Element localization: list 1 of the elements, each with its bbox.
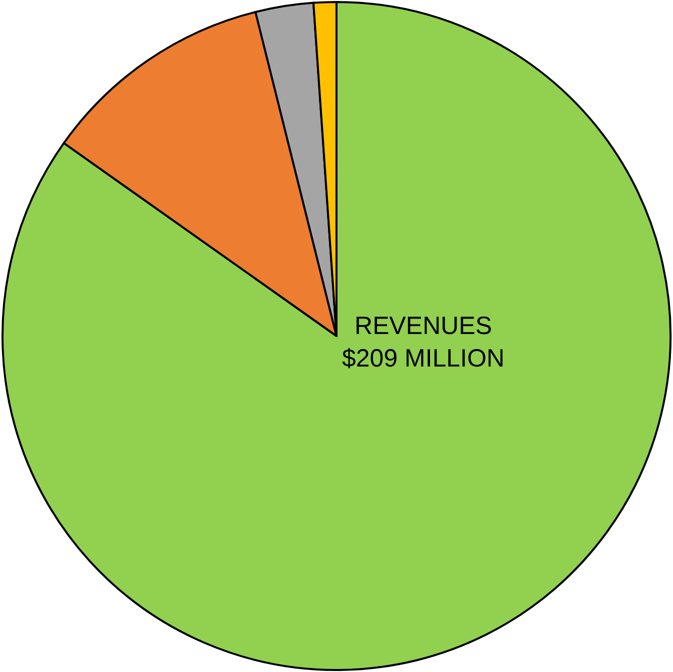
text: REVENUES $209 MILLION xyxy=(342,312,505,372)
